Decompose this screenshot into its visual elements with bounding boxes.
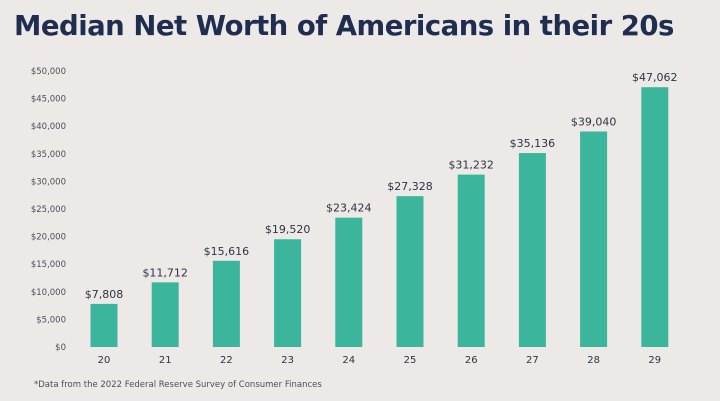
data-label: $27,328 bbox=[387, 180, 433, 193]
bar bbox=[151, 282, 179, 347]
data-label: $35,136 bbox=[510, 137, 556, 150]
data-label: $39,040 bbox=[571, 115, 617, 128]
bar bbox=[212, 260, 240, 347]
y-tick-label: $45,000 bbox=[31, 95, 66, 105]
bar bbox=[274, 239, 302, 347]
bar bbox=[641, 87, 669, 347]
y-tick-label: $50,000 bbox=[31, 67, 66, 77]
x-tick-label: 25 bbox=[404, 355, 417, 366]
data-label: $31,232 bbox=[448, 159, 494, 172]
x-tick-label: 22 bbox=[220, 355, 233, 366]
data-label: $19,520 bbox=[265, 223, 311, 236]
y-tick-label: $25,000 bbox=[31, 205, 66, 215]
y-tick-label: $30,000 bbox=[31, 177, 66, 187]
footnote: *Data from the 2022 Federal Reserve Surv… bbox=[34, 380, 322, 390]
data-label: $15,616 bbox=[204, 245, 250, 258]
x-tick-label: 26 bbox=[465, 355, 478, 366]
chart-title: Median Net Worth of Americans in their 2… bbox=[14, 10, 674, 42]
bar bbox=[335, 217, 363, 347]
x-tick-label: 20 bbox=[98, 355, 111, 366]
y-tick-label: $20,000 bbox=[31, 233, 66, 243]
data-label: $47,062 bbox=[632, 71, 678, 84]
bar bbox=[518, 153, 546, 347]
bar bbox=[90, 303, 118, 347]
bar bbox=[580, 131, 608, 347]
y-tick-label: $15,000 bbox=[31, 260, 66, 270]
x-tick-label: 28 bbox=[587, 355, 600, 366]
data-label: $23,424 bbox=[326, 202, 372, 215]
data-label: $11,712 bbox=[142, 266, 188, 279]
y-tick-label: $10,000 bbox=[31, 288, 66, 298]
x-tick-label: 27 bbox=[526, 355, 539, 366]
data-label: $7,808 bbox=[85, 288, 124, 301]
x-tick-label: 21 bbox=[159, 355, 172, 366]
bar bbox=[457, 174, 485, 347]
y-tick-label: $0 bbox=[55, 343, 66, 353]
y-tick-label: $35,000 bbox=[31, 150, 66, 160]
bar bbox=[396, 196, 424, 347]
x-tick-label: 23 bbox=[281, 355, 294, 366]
x-tick-label: 24 bbox=[342, 355, 355, 366]
y-tick-label: $5,000 bbox=[36, 315, 66, 325]
y-tick-label: $40,000 bbox=[31, 122, 66, 132]
x-tick-label: 29 bbox=[648, 355, 661, 366]
